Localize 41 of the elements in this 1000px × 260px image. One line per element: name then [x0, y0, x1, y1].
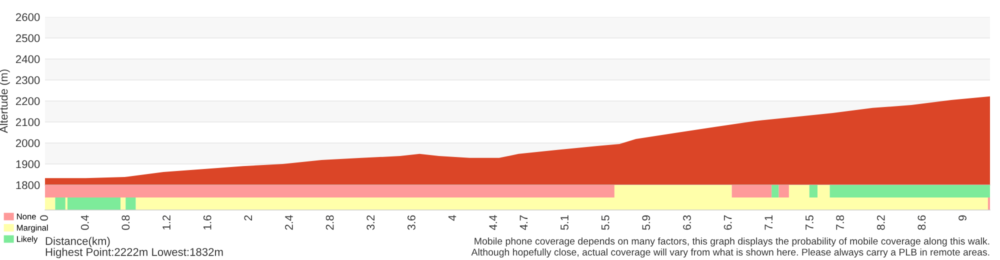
- x-tick-label: 8.6: [918, 215, 926, 230]
- x-axis-title: Distance(km): [46, 236, 110, 248]
- x-tick-label: 5.9: [642, 215, 650, 230]
- x-tick-label: 3.2: [366, 215, 375, 230]
- x-tick-label: 5.1: [560, 215, 568, 230]
- legend-label: Marginal: [17, 224, 48, 232]
- x-tick-label: 2: [244, 215, 252, 220]
- y-tick-label: 1800: [16, 181, 40, 190]
- x-tick-label: 3.6: [408, 215, 416, 230]
- text: Although hopefully close, actual coverage will vary from what is shown here. Please always carry a PLB in remote areas.: [471, 248, 990, 258]
- y-axis-title: Altertude (m): [0, 70, 10, 134]
- y-tick-label: 2400: [16, 55, 40, 64]
- y-tick-label: 2600: [16, 13, 40, 22]
- y-tick-label: 2000: [16, 139, 40, 148]
- x-tick-label: 6.3: [683, 215, 691, 230]
- x-tick-label: 9: [958, 215, 966, 221]
- y-tick-label: 2500: [16, 34, 40, 42]
- x-tick-label: 1.2: [162, 215, 170, 230]
- x-tick-label: 0.4: [80, 215, 89, 230]
- x-tick-label: 0: [40, 215, 48, 221]
- x-tick-label: 2.4: [285, 215, 293, 230]
- x-tick-label: 7.8: [836, 215, 844, 230]
- x-tick-label: 2.8: [326, 215, 334, 230]
- legend-label: Likely: [17, 236, 38, 244]
- y-tick-label: 2100: [16, 118, 40, 126]
- text: Mobile phone coverage depends on many factors, this graph displays the probability of mobile coverage along this walk.: [474, 237, 990, 247]
- x-tick-label: 4: [448, 215, 456, 221]
- x-tick-label: 4.4: [489, 215, 497, 230]
- x-tick-label: 6.7: [724, 215, 732, 230]
- text: Highest Point:2222m Lowest:1832m: [46, 248, 223, 258]
- x-tick-label: 7.5: [806, 215, 814, 230]
- x-tick-label: 0.8: [122, 215, 130, 230]
- y-tick-label: 2300: [16, 76, 40, 84]
- x-tick-label: 4.7: [520, 215, 528, 230]
- x-tick-label: 1.6: [203, 215, 212, 230]
- y-tick-label: 2200: [16, 97, 40, 106]
- x-tick-label: 5.5: [602, 215, 610, 230]
- x-tick-label: 7.1: [764, 215, 772, 230]
- x-tick-label: 8.2: [876, 215, 885, 230]
- legend-label: None: [17, 214, 36, 220]
- y-tick-label: 1900: [16, 160, 40, 168]
